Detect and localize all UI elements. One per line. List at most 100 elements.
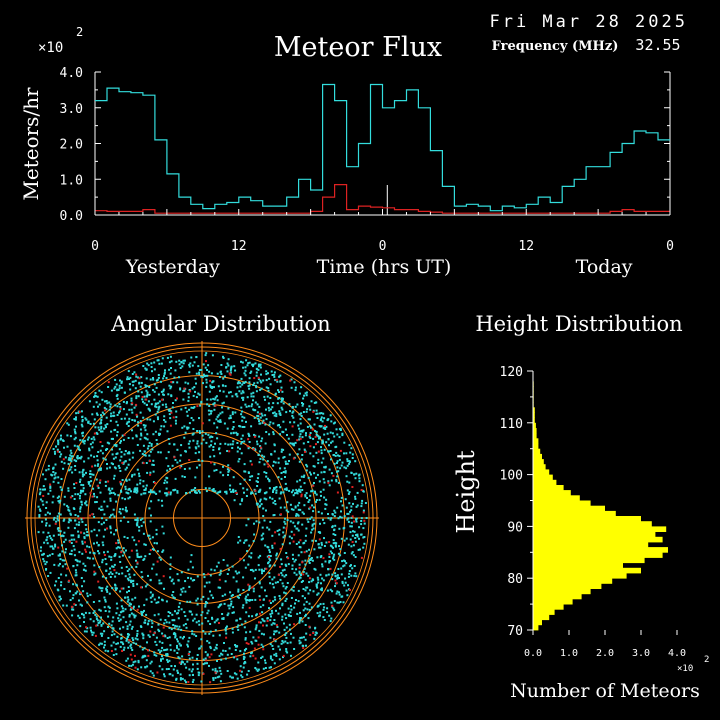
polar-point — [57, 554, 60, 557]
polar-point — [100, 427, 103, 430]
polar-point — [301, 511, 304, 514]
polar-point — [256, 403, 259, 406]
polar-point — [135, 434, 138, 437]
polar-point — [236, 572, 239, 575]
polar-point — [178, 376, 180, 379]
polar-point — [299, 418, 302, 421]
polar-point — [345, 562, 348, 565]
polar-point — [257, 564, 260, 567]
polar-point — [45, 568, 48, 570]
polar-point — [288, 623, 291, 626]
polar-point-red — [292, 457, 295, 460]
polar-point — [242, 391, 245, 394]
polar-point — [145, 613, 148, 616]
polar-point — [307, 441, 310, 443]
polar-point — [263, 633, 265, 636]
polar-point-red — [312, 632, 315, 634]
polar-point — [171, 406, 174, 409]
height-bar — [533, 552, 663, 558]
polar-point — [345, 506, 348, 509]
polar-point — [197, 392, 200, 395]
polar-point — [44, 513, 47, 516]
polar-point — [69, 513, 72, 516]
polar-point — [219, 471, 222, 474]
polar-point — [281, 574, 284, 577]
polar-point — [59, 553, 61, 556]
polar-point — [144, 655, 147, 658]
polar-point — [60, 581, 63, 584]
polar-point — [211, 616, 213, 619]
polar-point — [310, 400, 313, 403]
polar-point — [331, 513, 334, 515]
polar-point — [166, 481, 169, 484]
polar-point — [198, 371, 201, 374]
polar-point — [286, 651, 289, 654]
polar-point — [115, 587, 118, 590]
polar-point — [315, 632, 318, 635]
polar-point — [167, 393, 170, 396]
polar-point — [280, 450, 283, 453]
polar-point — [335, 542, 338, 545]
polar-point — [219, 412, 222, 415]
polar-point — [166, 658, 169, 661]
polar-point — [177, 617, 180, 620]
polar-point — [131, 373, 134, 375]
polar-point — [354, 537, 357, 539]
polar-point — [146, 393, 149, 396]
polar-point — [158, 630, 161, 633]
polar-point — [237, 460, 240, 463]
polar-point — [269, 636, 272, 639]
polar-point — [265, 408, 267, 411]
polar-point — [268, 572, 271, 575]
polar-point — [74, 418, 77, 421]
polar-point — [74, 493, 77, 496]
polar-point-red — [308, 434, 311, 436]
polar-point — [79, 625, 82, 628]
polar-point — [208, 632, 211, 635]
polar-point — [127, 646, 130, 649]
polar-point — [258, 521, 261, 524]
polar-point — [67, 487, 70, 490]
polar-point — [267, 477, 269, 480]
polar-point — [151, 448, 154, 451]
polar-point — [141, 632, 144, 635]
polar-point — [315, 500, 317, 503]
polar-point — [116, 434, 118, 437]
polar-point-red — [134, 654, 136, 657]
polar-point — [284, 428, 287, 431]
polar-point — [275, 413, 278, 415]
polar-point — [269, 655, 272, 658]
polar-point — [92, 422, 95, 425]
polar-point — [112, 616, 115, 619]
polar-point — [148, 393, 151, 396]
polar-point — [252, 384, 255, 386]
polar-point — [202, 573, 205, 576]
height-ylabel: Height — [452, 450, 480, 534]
polar-point — [118, 546, 121, 549]
polar-point — [232, 488, 235, 491]
polar-point — [341, 595, 344, 598]
polar-point — [140, 612, 143, 615]
polar-point — [139, 645, 142, 648]
polar-point — [296, 403, 299, 406]
polar-point — [337, 552, 340, 555]
polar-point — [144, 543, 147, 546]
polar-point — [130, 490, 132, 493]
polar-point — [224, 442, 227, 445]
polar-point — [261, 618, 264, 621]
polar-point — [252, 540, 255, 543]
polar-point — [235, 392, 238, 395]
flux-x-tick-label: 0 — [91, 239, 99, 254]
polar-point — [169, 417, 172, 420]
polar-point — [59, 499, 62, 502]
polar-point — [124, 596, 127, 599]
polar-point — [136, 632, 139, 635]
polar-point — [315, 499, 318, 501]
polar-point — [74, 432, 77, 435]
polar-point — [160, 649, 163, 652]
polar-point — [191, 668, 194, 671]
polar-point — [79, 494, 81, 497]
polar-point — [186, 600, 189, 603]
polar-point — [184, 450, 187, 453]
polar-point — [268, 551, 271, 554]
